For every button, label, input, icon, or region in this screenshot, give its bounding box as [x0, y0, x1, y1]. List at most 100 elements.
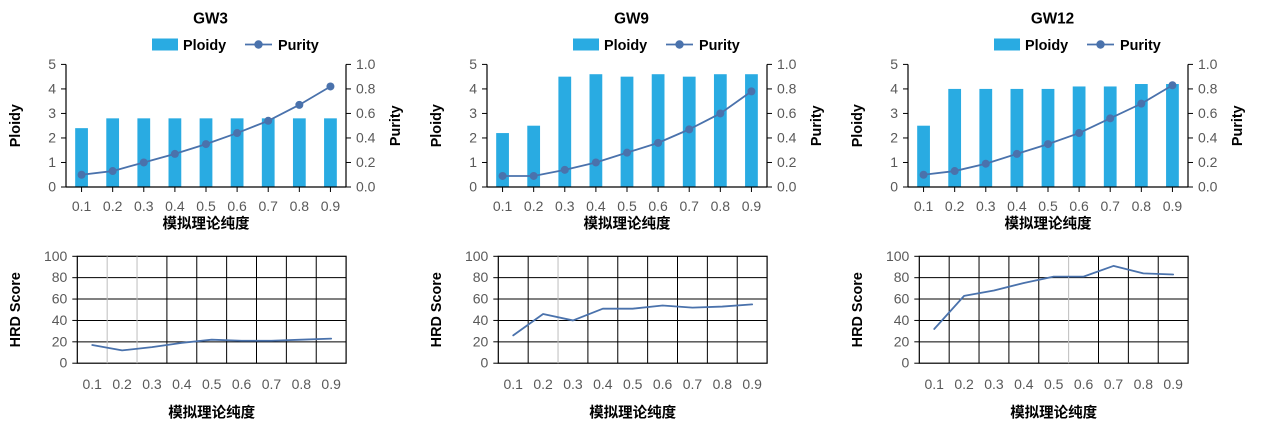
- svg-text:0.5: 0.5: [623, 376, 643, 392]
- svg-text:0: 0: [48, 179, 56, 195]
- svg-text:0.8: 0.8: [711, 198, 731, 214]
- svg-text:0.8: 0.8: [1134, 376, 1154, 392]
- svg-text:0.9: 0.9: [321, 376, 341, 392]
- svg-text:0.8: 0.8: [1132, 198, 1152, 214]
- svg-text:0: 0: [890, 179, 898, 195]
- svg-text:0.8: 0.8: [1198, 80, 1218, 96]
- svg-text:0.3: 0.3: [134, 198, 154, 214]
- svg-text:0.6: 0.6: [232, 376, 252, 392]
- svg-text:Purity: Purity: [278, 38, 319, 54]
- svg-text:0.8: 0.8: [713, 376, 733, 392]
- svg-text:0.7: 0.7: [262, 376, 282, 392]
- svg-text:模拟理论纯度: 模拟理论纯度: [589, 404, 676, 422]
- svg-text:0.2: 0.2: [954, 376, 974, 392]
- svg-text:0.6: 0.6: [1074, 376, 1094, 392]
- svg-text:0.9: 0.9: [742, 376, 762, 392]
- svg-text:1.0: 1.0: [777, 56, 797, 72]
- svg-text:Ploidy: Ploidy: [183, 38, 226, 54]
- svg-text:模拟理论纯度: 模拟理论纯度: [1005, 214, 1092, 232]
- svg-text:0.2: 0.2: [945, 198, 965, 214]
- svg-text:60: 60: [52, 291, 68, 307]
- svg-text:0.9: 0.9: [1163, 376, 1183, 392]
- svg-text:3: 3: [469, 105, 477, 121]
- svg-text:5: 5: [890, 56, 898, 72]
- svg-text:0.1: 0.1: [493, 198, 513, 214]
- svg-text:0.5: 0.5: [196, 198, 216, 214]
- svg-text:40: 40: [52, 312, 68, 328]
- svg-text:80: 80: [473, 269, 489, 285]
- svg-text:GW12: GW12: [1031, 11, 1074, 28]
- svg-text:0.4: 0.4: [586, 198, 606, 214]
- svg-text:0.6: 0.6: [653, 376, 673, 392]
- svg-text:0.8: 0.8: [290, 198, 310, 214]
- svg-text:HRD Score: HRD Score: [8, 272, 24, 347]
- svg-text:100: 100: [44, 248, 68, 264]
- svg-text:模拟理论纯度: 模拟理论纯度: [168, 404, 255, 422]
- svg-text:Ploidy: Ploidy: [8, 104, 24, 147]
- svg-text:GW9: GW9: [614, 11, 649, 28]
- svg-text:0.4: 0.4: [1198, 129, 1218, 145]
- svg-text:Purity: Purity: [388, 105, 404, 146]
- svg-text:40: 40: [894, 312, 910, 328]
- svg-text:0.3: 0.3: [142, 376, 162, 392]
- svg-text:20: 20: [894, 333, 910, 349]
- svg-text:模拟理论纯度: 模拟理论纯度: [584, 214, 671, 232]
- svg-text:Ploidy: Ploidy: [1025, 38, 1068, 54]
- svg-text:0.9: 0.9: [1163, 198, 1183, 214]
- svg-text:4: 4: [469, 80, 477, 96]
- svg-text:1.0: 1.0: [1198, 56, 1218, 72]
- svg-text:5: 5: [469, 56, 477, 72]
- svg-text:Purity: Purity: [699, 38, 740, 54]
- svg-text:0.1: 0.1: [924, 376, 944, 392]
- svg-text:0.1: 0.1: [82, 376, 102, 392]
- svg-text:0.2: 0.2: [777, 154, 797, 170]
- svg-text:0.4: 0.4: [593, 376, 613, 392]
- svg-text:模拟理论纯度: 模拟理论纯度: [163, 214, 250, 232]
- svg-text:0.4: 0.4: [777, 129, 797, 145]
- svg-text:0.2: 0.2: [524, 198, 544, 214]
- svg-text:0.7: 0.7: [1100, 198, 1120, 214]
- svg-text:0.5: 0.5: [617, 198, 637, 214]
- svg-text:Ploidy: Ploidy: [604, 38, 647, 54]
- svg-text:Purity: Purity: [809, 105, 825, 146]
- svg-text:2: 2: [48, 129, 56, 145]
- svg-text:1.0: 1.0: [356, 56, 376, 72]
- svg-text:0.3: 0.3: [555, 198, 575, 214]
- svg-text:0.7: 0.7: [679, 198, 699, 214]
- svg-text:0.5: 0.5: [1038, 198, 1058, 214]
- svg-text:0.1: 0.1: [914, 198, 934, 214]
- svg-text:0.2: 0.2: [103, 198, 123, 214]
- svg-text:5: 5: [48, 56, 56, 72]
- svg-text:模拟理论纯度: 模拟理论纯度: [1010, 404, 1097, 422]
- svg-text:0.7: 0.7: [683, 376, 703, 392]
- svg-text:0.6: 0.6: [1198, 105, 1218, 121]
- svg-text:0: 0: [902, 355, 910, 371]
- svg-text:0.2: 0.2: [112, 376, 132, 392]
- svg-text:0.6: 0.6: [356, 105, 376, 121]
- svg-text:0.6: 0.6: [648, 198, 668, 214]
- svg-text:0.8: 0.8: [356, 80, 376, 96]
- svg-text:0.2: 0.2: [533, 376, 553, 392]
- svg-text:0.1: 0.1: [72, 198, 92, 214]
- svg-text:GW3: GW3: [193, 11, 228, 28]
- svg-text:Ploidy: Ploidy: [850, 104, 866, 147]
- svg-text:1: 1: [890, 154, 898, 170]
- svg-text:3: 3: [48, 105, 56, 121]
- svg-text:0.7: 0.7: [1104, 376, 1124, 392]
- svg-text:2: 2: [890, 129, 898, 145]
- svg-text:60: 60: [473, 291, 489, 307]
- svg-text:0.3: 0.3: [563, 376, 583, 392]
- svg-text:4: 4: [48, 80, 56, 96]
- svg-text:100: 100: [886, 248, 910, 264]
- svg-text:0.3: 0.3: [984, 376, 1004, 392]
- svg-text:0.8: 0.8: [292, 376, 312, 392]
- svg-text:0.4: 0.4: [1014, 376, 1034, 392]
- svg-text:HRD Score: HRD Score: [850, 272, 866, 347]
- svg-text:1: 1: [469, 154, 477, 170]
- svg-text:0.5: 0.5: [202, 376, 222, 392]
- svg-text:0.2: 0.2: [1198, 154, 1218, 170]
- svg-text:0: 0: [60, 355, 68, 371]
- svg-text:100: 100: [465, 248, 489, 264]
- svg-text:0.3: 0.3: [976, 198, 996, 214]
- svg-text:60: 60: [894, 291, 910, 307]
